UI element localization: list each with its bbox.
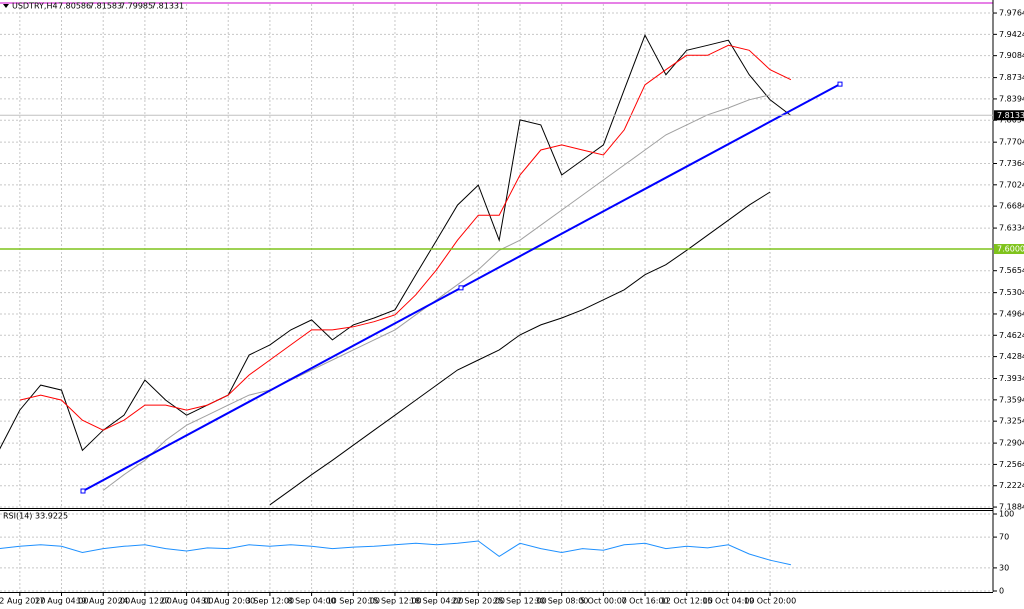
x-tick-label: 3 Sep 12:00 — [246, 597, 294, 606]
x-tick-label: 22 Sep 20:00 — [452, 597, 505, 606]
y-tick-label: 7.94240 — [999, 30, 1024, 39]
y-tick-label: 7.97640 — [999, 9, 1024, 18]
y-tick-label: 7.29040 — [999, 439, 1024, 448]
y-tick-label: 100 — [999, 510, 1014, 519]
trendline-handle — [458, 285, 464, 291]
y-tick-label: 7.63340 — [999, 224, 1024, 233]
x-tick-label: 25 Sep 12:00 — [493, 597, 546, 606]
y-tick-label: 7.83940 — [999, 94, 1024, 103]
ohlc-value: 7.81583 — [89, 2, 122, 11]
level-label: 7.60000 — [997, 245, 1024, 254]
indicator-title: RSI(14) — [3, 512, 32, 521]
x-tick-label: 19 Aug 20:00 — [76, 597, 130, 606]
x-tick-label: 7 Oct 16:00 — [622, 597, 669, 606]
ohlc-value: 7.81331 — [151, 2, 184, 11]
x-tick-label: 5 Oct 00:00 — [580, 597, 627, 606]
y-tick-label: 70 — [999, 533, 1009, 542]
ohlc-value: 7.79985 — [120, 2, 153, 11]
x-tick-label: 27 Aug 04:00 — [160, 597, 214, 606]
x-tick-label: 30 Sep 08:00 — [535, 597, 588, 606]
y-tick-label: 7.25640 — [999, 460, 1024, 469]
y-tick-label: 7.53040 — [999, 288, 1024, 297]
current-price-label: 7.81331 — [997, 111, 1024, 120]
y-tick-label: 7.77040 — [999, 138, 1024, 147]
y-tick-label: 7.56540 — [999, 266, 1024, 275]
x-tick-label: 12 Aug 2020 — [0, 597, 45, 606]
x-tick-label: 19 Oct 20:00 — [744, 597, 796, 606]
y-tick-label: 7.18840 — [999, 503, 1024, 512]
y-tick-label: 7.39340 — [999, 374, 1024, 383]
x-tick-label: 17 Aug 04:00 — [35, 597, 89, 606]
y-tick-label: 7.66840 — [999, 202, 1024, 211]
y-tick-label: 7.32540 — [999, 417, 1024, 426]
series-line — [19, 44, 792, 431]
chart-title: USDTRY,H4 — [12, 2, 58, 11]
level-label-box — [994, 244, 1024, 255]
y-tick-label: 7.35940 — [999, 395, 1024, 404]
current-price-box — [994, 110, 1024, 121]
x-tick-label: 31 Aug 20:00 — [201, 597, 255, 606]
y-tick-label: 7.42840 — [999, 352, 1024, 361]
x-tick-label: 15 Oct 04:00 — [702, 597, 754, 606]
y-tick-label: 7.90840 — [999, 51, 1024, 60]
y-tick-label: 7.46240 — [999, 331, 1024, 340]
series-line — [269, 191, 771, 506]
x-tick-label: 10 Sep 20:00 — [327, 597, 380, 606]
trendline-handle — [80, 488, 86, 494]
x-tick-label: 18 Sep 04:00 — [410, 597, 463, 606]
trendline-handle — [837, 81, 843, 87]
y-tick-label: 7.49640 — [999, 309, 1024, 318]
indicator-value: 33.9225 — [35, 512, 68, 521]
x-tick-label: 8 Sep 04:00 — [287, 597, 335, 606]
y-tick-label: 30 — [999, 563, 1009, 572]
series-line — [0, 33, 792, 452]
y-tick-label: 7.70240 — [999, 180, 1024, 189]
symbol-icon — [3, 4, 9, 8]
y-tick-label: 7.73640 — [999, 159, 1024, 168]
ohlc-value: 7.80586 — [58, 2, 91, 11]
x-tick-label: 15 Sep 12:00 — [368, 597, 421, 606]
y-tick-label: 7.22240 — [999, 481, 1024, 490]
y-tick-label: 7.87340 — [999, 73, 1024, 82]
series-line — [0, 540, 792, 566]
x-tick-label: 12 Oct 12:00 — [661, 597, 713, 606]
series-line — [102, 94, 771, 491]
x-tick-label: 24 Aug 12:00 — [118, 597, 172, 606]
y-tick-label: 0 — [999, 587, 1004, 596]
